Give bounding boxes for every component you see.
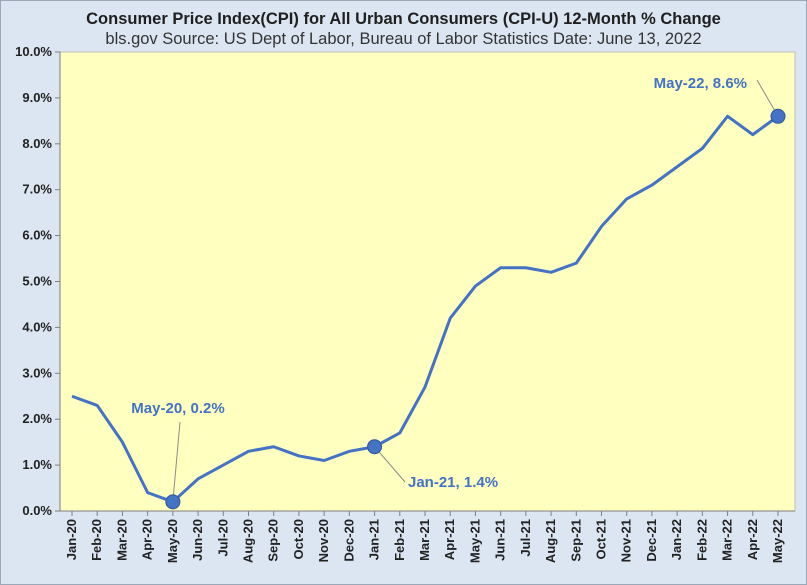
x-tick-label: Jan-21 <box>367 519 382 560</box>
plot-area <box>59 51 796 512</box>
chart-subtitle: bls.gov Source: US Dept of Labor, Bureau… <box>105 30 702 48</box>
x-tick-label: May-21 <box>467 519 482 563</box>
x-tick-label: Mar-20 <box>114 519 129 561</box>
annotation-label: Jan-21, 1.4% <box>408 474 498 491</box>
x-tick-label: Oct-21 <box>594 519 609 559</box>
y-tick-label: 7.0% <box>22 182 52 197</box>
x-tick-label: Jun-21 <box>493 519 508 561</box>
highlight-point <box>367 439 383 455</box>
y-tick-label: 5.0% <box>22 274 52 289</box>
y-tick-label: 8.0% <box>22 136 52 151</box>
x-tick-label: Jan-22 <box>669 519 684 560</box>
x-tick-label: Aug-21 <box>543 519 558 563</box>
x-tick-label: Aug-20 <box>241 519 256 563</box>
x-tick-label: Jul-20 <box>215 519 230 557</box>
y-tick-label: 9.0% <box>22 90 52 105</box>
x-tick-label: Feb-20 <box>89 519 104 561</box>
x-tick-label: Jan-20 <box>64 519 79 560</box>
x-tick-label: Apr-21 <box>442 519 457 560</box>
y-axis: 0.0% 1.0% 2.0% 3.0% 4.0% 5.0% 6.0% 7.0% 8.0% 9.0%… <box>15 44 61 518</box>
highlight-point <box>165 494 181 510</box>
x-tick-label: Nov-21 <box>619 519 634 562</box>
x-tick-label: Apr-20 <box>140 519 155 560</box>
x-tick-label: Jul-21 <box>518 519 533 557</box>
y-tick-label: 2.0% <box>22 411 52 426</box>
y-tick-label: 1.0% <box>22 457 52 472</box>
x-tick-label: Nov-20 <box>316 519 331 562</box>
x-tick-label: Oct-20 <box>291 519 306 559</box>
chart-title: Consumer Price Index(CPI) for All Urban … <box>86 10 721 28</box>
x-tick-label: Mar-21 <box>417 519 432 561</box>
x-tick-label: May-20 <box>165 519 180 563</box>
series-line <box>71 114 779 504</box>
x-tick-label: Feb-21 <box>392 519 407 561</box>
x-tick-label: Sep-21 <box>568 519 583 562</box>
x-tick-label: Feb-22 <box>694 519 709 561</box>
annotation-leader <box>172 421 181 502</box>
x-tick-label: Jun-20 <box>190 519 205 561</box>
x-tick-label: May-22 <box>770 519 785 563</box>
annotation-label: May-20, 0.2% <box>131 400 224 417</box>
highlight-point <box>770 108 786 124</box>
x-tick-label: Mar-22 <box>720 519 735 561</box>
y-tick-label: 0.0% <box>22 503 52 518</box>
x-tick-label: Dec-20 <box>341 519 356 562</box>
annotation-label: May-22, 8.6% <box>654 75 747 92</box>
y-tick-label: 10.0% <box>15 44 52 59</box>
y-tick-label: 6.0% <box>22 228 52 243</box>
y-tick-label: 3.0% <box>22 365 52 380</box>
x-axis: Jan-20 Feb-20 Mar-20 Apr-20 May-20 Jun-20 Jul-… <box>60 510 795 563</box>
annotation-leader <box>374 446 406 483</box>
x-tick-label: Sep-20 <box>266 519 281 562</box>
annotations: May-20, 0.2% Jan-21, 1.4% May-22, 8.6% <box>131 75 786 510</box>
x-tick-label: Apr-22 <box>745 519 760 560</box>
x-tick-label: Dec-21 <box>644 519 659 562</box>
y-tick-label: 4.0% <box>22 319 52 334</box>
